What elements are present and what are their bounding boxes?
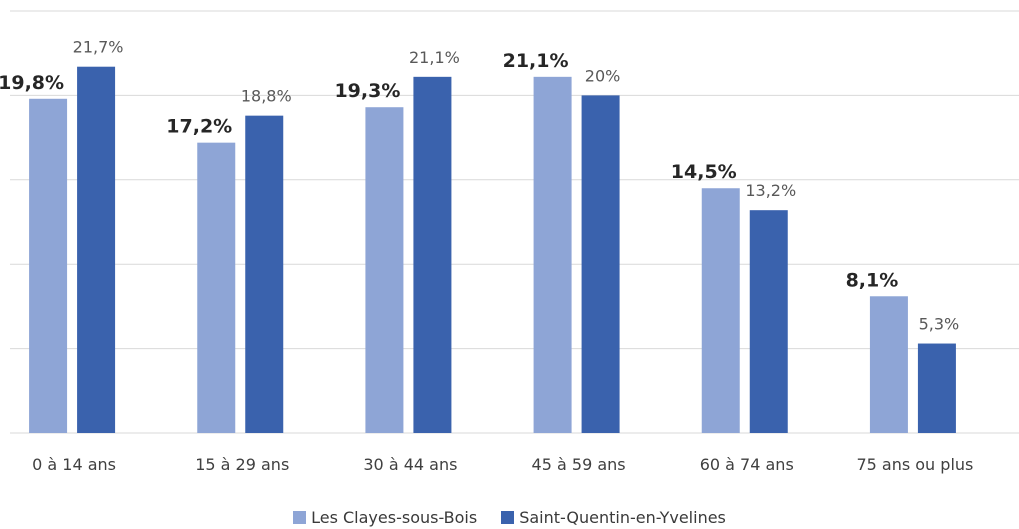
data-label-les-clayes-0: 19,8% bbox=[0, 72, 64, 94]
x-tick-label-5: 75 ans ou plus bbox=[856, 455, 973, 474]
x-tick-label-2: 30 à 44 ans bbox=[363, 455, 457, 474]
legend-item-saint-quentin: Saint-Quentin-en-Yvelines bbox=[501, 508, 726, 527]
x-tick-label-3: 45 à 59 ans bbox=[532, 455, 626, 474]
bar-les-clayes-3 bbox=[533, 76, 572, 433]
bar-les-clayes-1 bbox=[197, 142, 236, 433]
x-tick-label-0: 0 à 14 ans bbox=[32, 455, 116, 474]
data-label-saint-quentin-4: 13,2% bbox=[745, 181, 796, 200]
bar-saint-quentin-0 bbox=[77, 66, 116, 433]
bar-saint-quentin-4 bbox=[749, 210, 788, 433]
data-label-saint-quentin-2: 21,1% bbox=[409, 48, 460, 67]
bar-les-clayes-2 bbox=[365, 107, 404, 433]
bar-saint-quentin-5 bbox=[917, 343, 956, 433]
bar-saint-quentin-1 bbox=[245, 115, 284, 433]
bar-saint-quentin-3 bbox=[581, 95, 620, 434]
data-label-les-clayes-5: 8,1% bbox=[846, 269, 899, 291]
legend-swatch-les-clayes bbox=[293, 510, 307, 524]
data-label-les-clayes-3: 21,1% bbox=[503, 50, 569, 72]
x-tick-label-4: 60 à 74 ans bbox=[700, 455, 794, 474]
legend-swatch-saint-quentin bbox=[501, 510, 515, 524]
legend-label-les-clayes: Les Clayes-sous-Bois bbox=[311, 507, 478, 527]
data-labels: 19,8% 21,7% 17,2% 18,8% 19,3% 21,1% 21,1% 20% 14… bbox=[0, 38, 959, 334]
bar-chart: 19,8% 21,7% 17,2% 18,8% 19,3% 21,1% 21,1% 20% 14… bbox=[0, 10, 1019, 474]
bar-les-clayes-0 bbox=[29, 98, 68, 433]
data-label-saint-quentin-5: 5,3% bbox=[919, 315, 960, 334]
data-label-saint-quentin-1: 18,8% bbox=[241, 87, 292, 106]
data-label-saint-quentin-0: 21,7% bbox=[73, 38, 124, 57]
x-tick-label-1: 15 à 29 ans bbox=[195, 455, 289, 474]
legend: Les Clayes-sous-Bois Saint-Quentin-en-Yv… bbox=[0, 505, 1019, 529]
bar-les-clayes-4 bbox=[701, 188, 740, 433]
data-label-les-clayes-1: 17,2% bbox=[166, 116, 232, 138]
data-label-les-clayes-4: 14,5% bbox=[671, 161, 737, 183]
x-tick-labels: 0 à 14 ans 15 à 29 ans 30 à 44 ans 45 à 59 … bbox=[32, 455, 973, 474]
legend-label-saint-quentin: Saint-Quentin-en-Yvelines bbox=[519, 507, 726, 527]
gridlines bbox=[10, 10, 1019, 434]
data-label-les-clayes-2: 19,3% bbox=[334, 80, 400, 102]
data-label-saint-quentin-3: 20% bbox=[585, 66, 621, 85]
legend-item-les-clayes: Les Clayes-sous-Bois bbox=[293, 508, 477, 527]
bar-saint-quentin-2 bbox=[413, 76, 452, 433]
bar-les-clayes-5 bbox=[869, 296, 908, 433]
bars bbox=[29, 66, 956, 434]
